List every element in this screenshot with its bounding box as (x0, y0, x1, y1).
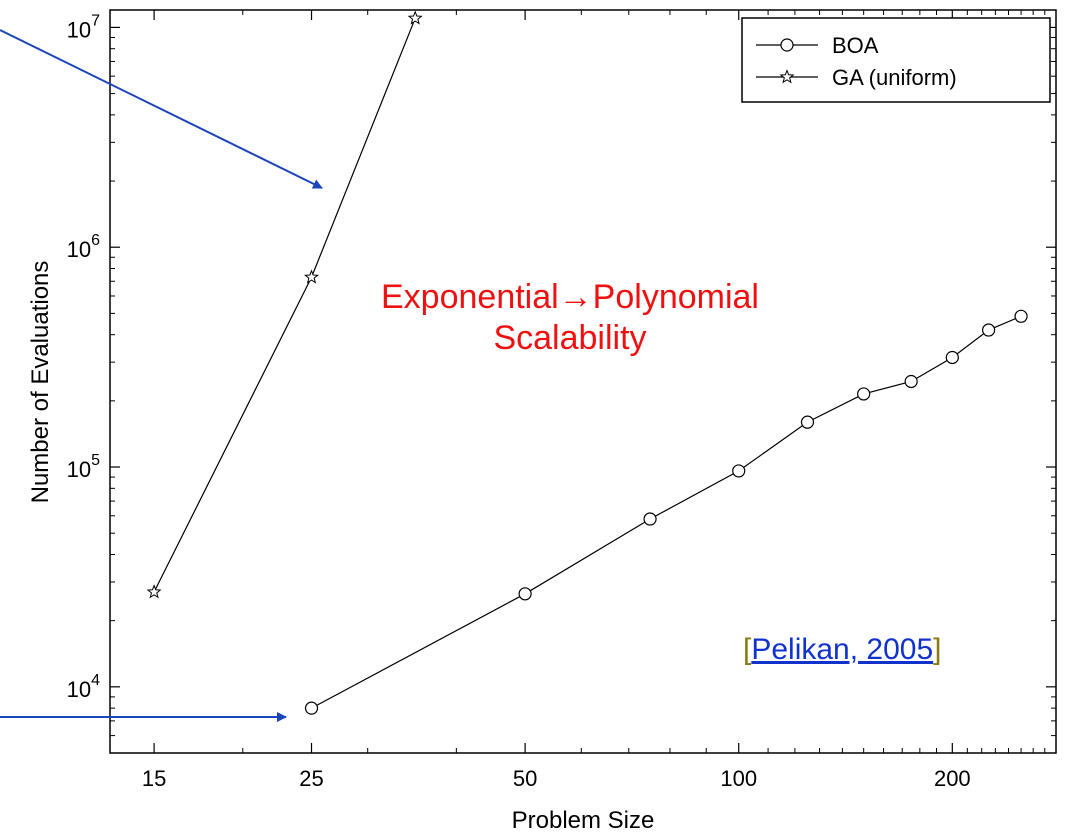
legend-marker-boa (780, 38, 794, 52)
pointer-arrow-ga (0, 29, 323, 189)
y-tick-label: 105 (67, 452, 100, 482)
data-point-boa (982, 323, 996, 337)
legend-marker-ga (779, 69, 795, 84)
legend-box (741, 17, 1051, 103)
data-point-boa (945, 350, 959, 365)
data-point-boa (800, 415, 815, 429)
citation-link[interactable]: Pelikan, 2005 (751, 633, 934, 666)
data-point-boa (1014, 309, 1028, 323)
x-axis-label: Problem Size (512, 807, 655, 834)
data-point-ga (304, 269, 320, 284)
citation: [Pelikan, 2005] (743, 633, 942, 667)
data-point-boa (304, 701, 319, 715)
y-tick-label: 107 (67, 12, 100, 42)
legend-label-boa: BOA (832, 33, 879, 58)
y-axis-label: Number of Evaluations (27, 261, 54, 504)
citation-close-bracket: ] (933, 633, 942, 666)
citation-open-bracket: [ (743, 633, 752, 666)
data-point-boa (857, 387, 871, 401)
data-point-boa (904, 374, 918, 389)
x-tick-label: 50 (513, 766, 537, 791)
data-point-boa (518, 587, 532, 601)
annotation-line2: Scalability (493, 319, 646, 357)
series-line-ga (153, 18, 416, 593)
y-tick-label: 104 (67, 672, 100, 702)
annotation-line1: Exponential→Polynomial (381, 278, 759, 316)
data-point-boa (732, 464, 746, 478)
x-tick-label: 25 (299, 766, 323, 791)
x-tick-label: 100 (720, 766, 757, 791)
data-point-ga (407, 10, 423, 25)
y-tick-label: 106 (67, 232, 100, 262)
x-tick-label: 15 (142, 766, 166, 791)
legend-label-ga: GA (uniform) (832, 65, 957, 90)
series-line-boa (311, 315, 1022, 709)
data-point-boa (643, 512, 657, 526)
data-point-ga (146, 584, 162, 599)
x-tick-label: 200 (934, 766, 971, 791)
plot-area (109, 9, 1057, 754)
legend: BOA GA (uniform) (741, 17, 1051, 103)
